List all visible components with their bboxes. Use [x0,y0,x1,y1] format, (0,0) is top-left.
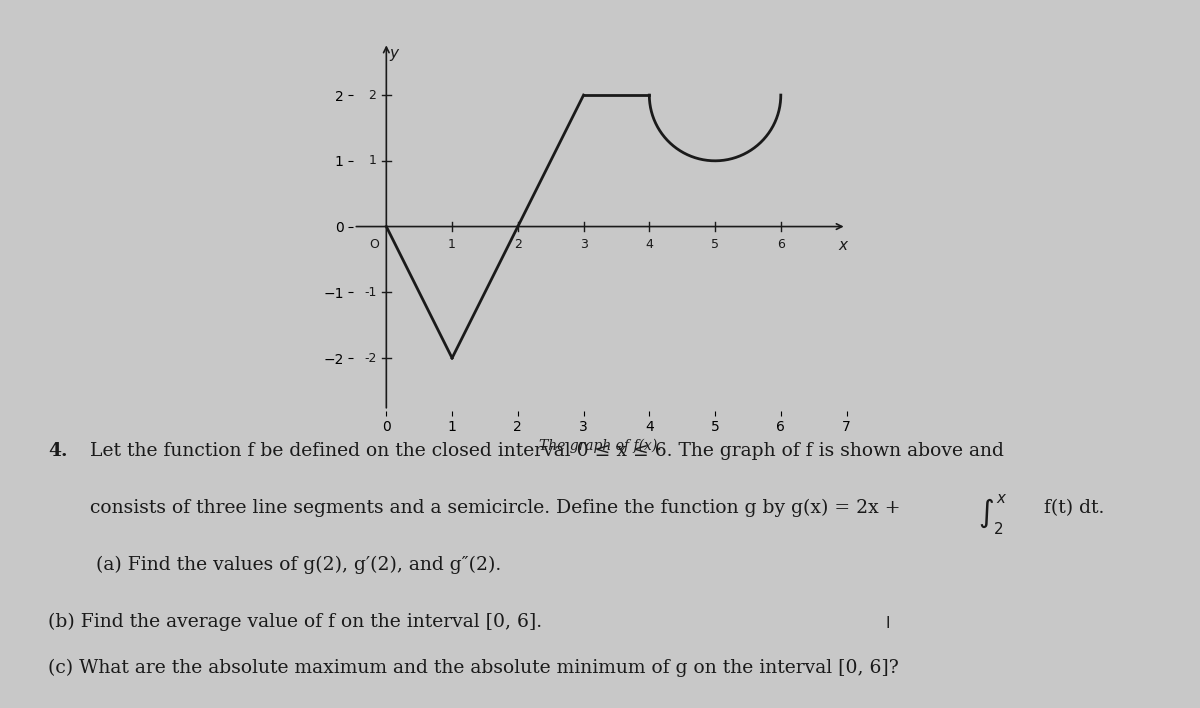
Text: 2: 2 [514,239,522,251]
Text: -1: -1 [364,286,377,299]
Text: 4.: 4. [48,442,67,460]
Text: O: O [370,239,379,251]
Text: 2: 2 [368,88,377,101]
Text: consists of three line segments and a semicircle. Define the function g by g(x) : consists of three line segments and a se… [90,499,900,518]
Text: -2: -2 [364,352,377,365]
Text: f(t) dt.: f(t) dt. [1044,499,1104,517]
Text: 4: 4 [646,239,653,251]
Text: The graph of f(x).: The graph of f(x). [539,439,661,453]
Text: 5: 5 [712,239,719,251]
Text: (a) Find the values of g(2), g′(2), and g″(2).: (a) Find the values of g(2), g′(2), and … [96,556,502,574]
Text: 3: 3 [580,239,588,251]
Text: (b) Find the average value of f on the interval [0, 6].: (b) Find the average value of f on the i… [48,612,542,631]
Text: 1: 1 [368,154,377,167]
Text: x: x [839,239,847,253]
Text: I: I [886,616,890,631]
Text: y: y [390,46,398,61]
Text: 6: 6 [776,239,785,251]
Text: $\int_2^x$: $\int_2^x$ [978,492,1008,537]
Text: (c) What are the absolute maximum and the absolute minimum of g on the interval : (c) What are the absolute maximum and th… [48,658,899,677]
Text: Let the function f be defined on the closed interval 0 ≤ x ≤ 6. The graph of f i: Let the function f be defined on the clo… [90,442,1004,460]
Text: 1: 1 [448,239,456,251]
